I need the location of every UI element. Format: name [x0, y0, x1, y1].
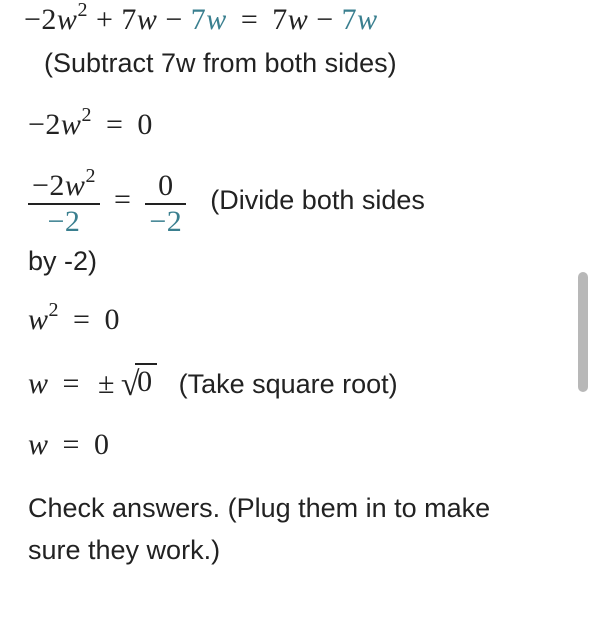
t: −2	[32, 169, 65, 202]
step-6-equation: w = 0	[24, 430, 536, 460]
t: =	[49, 367, 94, 400]
step-5-equation: w = ±√0 (Take square root)	[24, 365, 536, 400]
t: +	[88, 3, 121, 36]
fraction-left: −2w2 −2	[28, 168, 100, 237]
t: −	[308, 3, 341, 36]
math-steps: −2w2 + 7w − 7w = 7w − 7w (Subtract 7w fr…	[0, 2, 560, 572]
t: =	[92, 108, 137, 141]
plus-minus: ±	[94, 367, 119, 400]
hl: −2	[145, 205, 186, 237]
t: w	[28, 428, 49, 461]
hl: 7	[191, 3, 207, 36]
t: w	[57, 3, 78, 36]
hl: −2	[28, 205, 100, 237]
t: w	[137, 3, 158, 36]
t: 0	[137, 108, 153, 141]
t: 2	[85, 165, 96, 187]
fraction-right: 0 −2	[145, 171, 186, 237]
t: 0	[94, 428, 110, 461]
radicand: 0	[135, 363, 157, 397]
step-3-equation: −2w2 −2 = 0 −2 (Divide both sides	[24, 168, 536, 237]
t: −2	[24, 3, 57, 36]
scrollbar-thumb[interactable]	[578, 272, 588, 392]
t: =	[108, 183, 145, 216]
step-5-annotation: (Take square root)	[179, 369, 398, 399]
step-1-annotation: (Subtract 7w from both sides)	[24, 45, 536, 81]
hl: w	[357, 3, 378, 36]
t: w	[28, 303, 49, 336]
hl: 7	[342, 3, 358, 36]
step-2-equation: −2w2 = 0	[24, 107, 536, 140]
check-answers-text: Check answers. (Plug them in to make sur…	[24, 488, 536, 572]
step-1-equation: −2w2 + 7w − 7w = 7w − 7w	[24, 2, 536, 35]
t: w	[65, 169, 86, 202]
step-3-annotation-a: (Divide both sides	[210, 185, 425, 215]
step-3-annotation-b: by -2)	[24, 243, 536, 279]
t: −	[157, 3, 190, 36]
t: =	[49, 428, 94, 461]
t: w	[61, 108, 82, 141]
t: 2	[77, 0, 88, 21]
step-4-equation: w2 = 0	[24, 302, 536, 335]
t: =	[59, 303, 104, 336]
t: 7	[272, 3, 288, 36]
t: 2	[49, 299, 60, 321]
t: w	[28, 367, 49, 400]
t: 0	[145, 171, 186, 205]
t: 2	[81, 104, 92, 126]
t: 7	[121, 3, 137, 36]
hl: w	[206, 3, 227, 36]
t: w	[288, 3, 309, 36]
sqrt: √0	[119, 365, 157, 400]
t: =	[227, 3, 272, 36]
t: 0	[104, 303, 120, 336]
t: −2	[28, 108, 61, 141]
